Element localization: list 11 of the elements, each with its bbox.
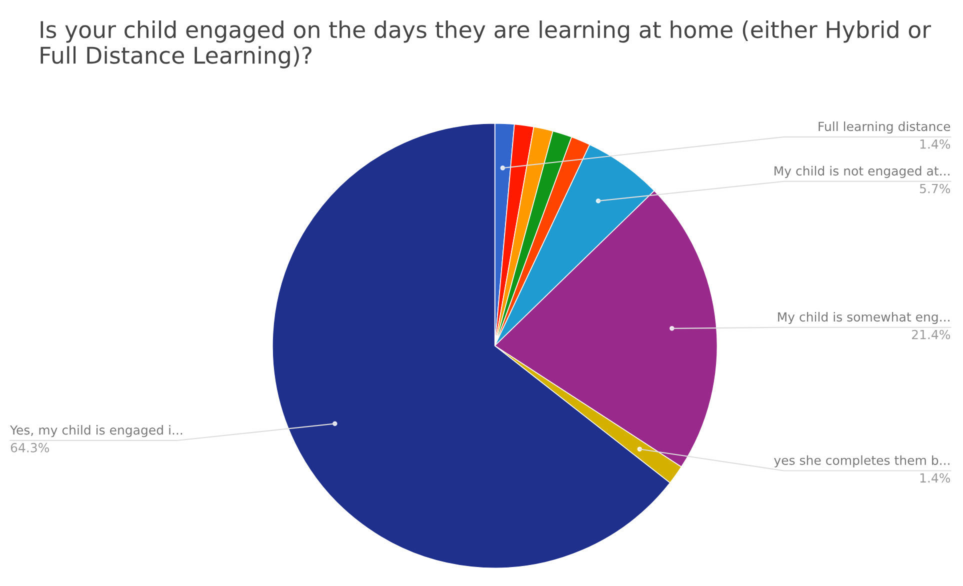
data-label: 1.4% — [920, 139, 950, 149]
data-label: 21.4% — [912, 330, 950, 340]
data-label: 5.7% — [920, 184, 950, 194]
slice-label: Full learning distance — [818, 121, 950, 134]
slice-label: My child is somewhat eng... — [778, 312, 950, 324]
data-label: 64.3% — [10, 442, 50, 452]
slice-label: yes she completes them b... — [774, 455, 950, 468]
slice-label: Yes, my child is engaged i... — [10, 425, 182, 438]
slice-label: My child is not engaged at... — [774, 166, 950, 178]
chart-title: Is your child engaged on the days they are learning at home (either Hybrid or Full Distance Learning)? — [40, 20, 932, 68]
data-label: 1.4% — [920, 473, 950, 483]
